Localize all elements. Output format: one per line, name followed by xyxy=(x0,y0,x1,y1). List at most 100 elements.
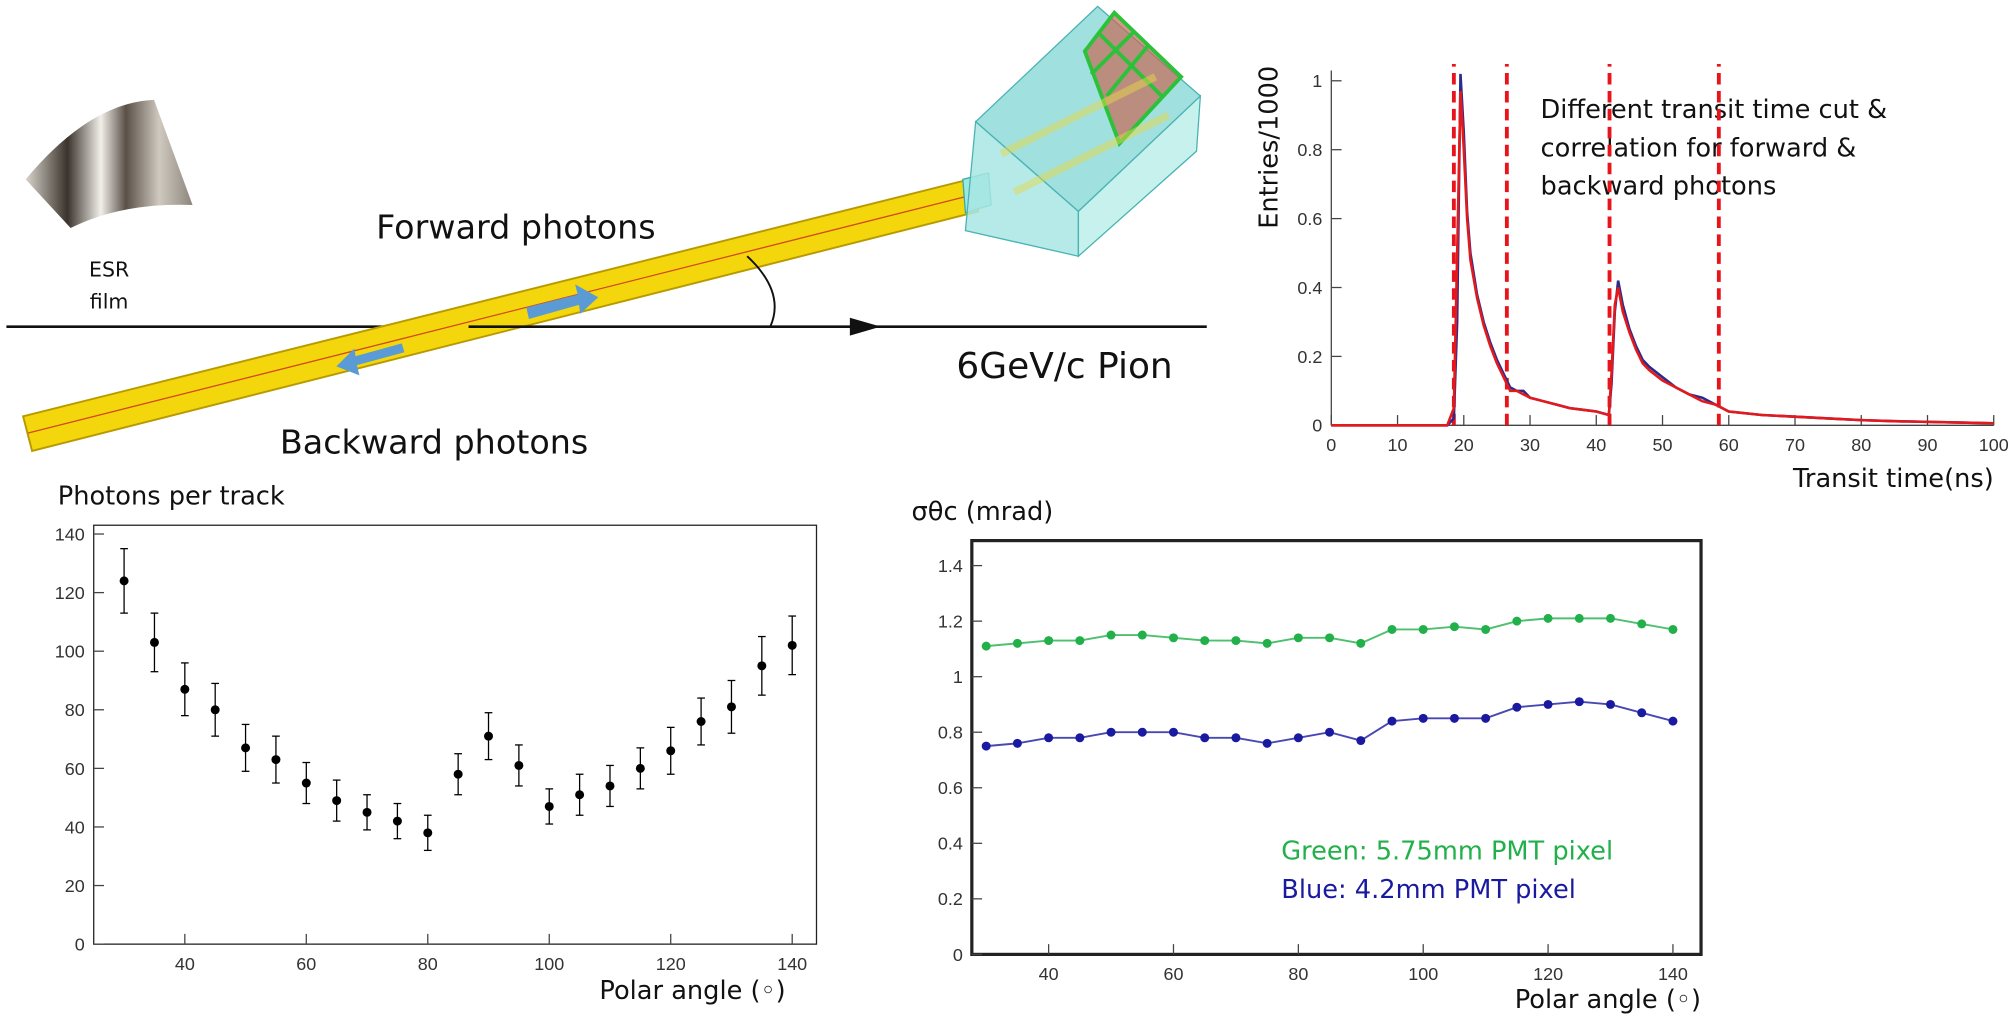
y-tick-label: 60 xyxy=(65,759,85,779)
point xyxy=(1481,713,1491,723)
point xyxy=(544,801,554,811)
bar-axis xyxy=(28,194,974,434)
y-tick-label: 0.4 xyxy=(1297,278,1322,298)
point xyxy=(1418,713,1428,723)
photon-paths xyxy=(999,73,1170,196)
x-tick-label: 120 xyxy=(1533,964,1563,984)
x-tick-label: 70 xyxy=(1785,435,1805,455)
point xyxy=(981,641,991,651)
y-tick-label: 80 xyxy=(65,700,85,720)
point xyxy=(981,741,991,751)
point xyxy=(1512,702,1522,712)
x-axis-label: Polar angle (◦) xyxy=(1515,985,1701,1015)
point xyxy=(1168,727,1178,737)
x-tick-label: 140 xyxy=(1658,964,1688,984)
x-tick-label: 100 xyxy=(1408,964,1438,984)
point xyxy=(1606,699,1616,709)
y-tick-label: 40 xyxy=(65,817,85,837)
y-axis-label: Entries/1000 xyxy=(1254,66,1284,229)
x-tick-label: 50 xyxy=(1653,435,1673,455)
detector-diagram: ESR film Forward photons Backward photon… xyxy=(6,5,1207,461)
y-tick-label: 0.8 xyxy=(938,723,963,743)
point xyxy=(1106,727,1116,737)
point xyxy=(119,576,129,586)
point xyxy=(1231,636,1241,646)
esr-film xyxy=(25,99,193,229)
y-tick-label: 1 xyxy=(1312,71,1322,91)
x-axis-label: Transit time(ns) xyxy=(1792,464,1994,494)
point xyxy=(1387,716,1397,726)
x-tick-label: 90 xyxy=(1918,435,1938,455)
y-tick-label: 0.2 xyxy=(1297,347,1322,367)
point xyxy=(1356,638,1366,648)
point xyxy=(575,790,585,800)
y-tick-label: 120 xyxy=(55,583,85,603)
y-tick-label: 0.2 xyxy=(938,889,963,909)
point xyxy=(1012,738,1022,748)
y-tick-label: 0 xyxy=(1312,416,1322,436)
y-tick-label: 0.4 xyxy=(938,834,963,854)
point xyxy=(210,705,220,715)
chart: 0 20 40 60 80 100 120 140 40 60 80 100 120 140 Photons… xyxy=(55,482,818,1006)
x-tick-label: 80 xyxy=(418,954,438,974)
y-tick-label: 0.6 xyxy=(1297,209,1322,229)
point xyxy=(1543,613,1553,623)
annotation: Different transit time cut & xyxy=(1541,95,1888,125)
x-axis-label: Polar angle (◦) xyxy=(599,976,785,1006)
prism-front xyxy=(1077,94,1202,258)
x-tick-label: 80 xyxy=(1288,964,1308,984)
pmt-grid xyxy=(1089,29,1165,99)
x-tick-label: 10 xyxy=(1388,435,1408,455)
point xyxy=(605,781,615,791)
series-line xyxy=(1331,73,1994,427)
point xyxy=(1137,630,1147,640)
point xyxy=(726,702,736,712)
x-tick-label: 60 xyxy=(1164,964,1184,984)
x-tick-label: 100 xyxy=(534,954,564,974)
x-tick-label: 100 xyxy=(1979,435,2009,455)
point xyxy=(1075,636,1085,646)
series-line xyxy=(1331,91,1994,427)
forward-label: Forward photons xyxy=(376,207,656,246)
point xyxy=(453,769,463,779)
x-tick-label: 120 xyxy=(656,954,686,974)
point xyxy=(666,746,676,756)
point xyxy=(1356,736,1366,746)
beam-arrow xyxy=(849,317,881,336)
point xyxy=(787,640,797,650)
annotation: backward photons xyxy=(1541,172,1777,202)
point xyxy=(1044,636,1054,646)
film-label: film xyxy=(90,290,129,314)
point xyxy=(1387,624,1397,634)
point xyxy=(1325,727,1335,737)
point xyxy=(1137,727,1147,737)
beam-label: 6GeV/c Pion xyxy=(956,346,1172,387)
point xyxy=(149,637,159,647)
point xyxy=(1325,633,1335,643)
x-tick-label: 60 xyxy=(296,954,316,974)
point xyxy=(241,743,251,753)
y-tick-label: 0 xyxy=(953,945,963,965)
y-tick-label: 20 xyxy=(65,876,85,896)
point xyxy=(1293,733,1303,743)
x-tick-label: 80 xyxy=(1851,435,1871,455)
point xyxy=(1200,636,1210,646)
x-tick-label: 140 xyxy=(777,954,807,974)
point xyxy=(1075,733,1085,743)
point xyxy=(1012,638,1022,648)
y-tick-label: 1 xyxy=(953,667,963,687)
point xyxy=(1262,738,1272,748)
point xyxy=(1637,619,1647,629)
point xyxy=(1449,713,1459,723)
point xyxy=(696,717,706,726)
point xyxy=(635,763,645,773)
point xyxy=(332,796,342,806)
point xyxy=(423,828,433,838)
y-tick-label: 0 xyxy=(75,935,85,955)
point xyxy=(757,661,767,671)
point xyxy=(180,684,190,694)
point xyxy=(1168,633,1178,643)
x-tick-label: 60 xyxy=(1719,435,1739,455)
point xyxy=(1418,624,1428,634)
